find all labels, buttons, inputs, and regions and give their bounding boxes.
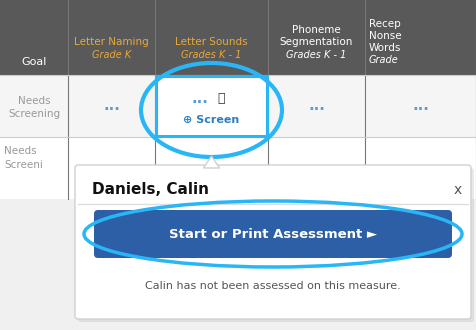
FancyBboxPatch shape [0, 0, 476, 75]
Text: x: x [454, 183, 462, 197]
FancyBboxPatch shape [78, 168, 474, 322]
Text: ⊕ Screen: ⊕ Screen [183, 115, 239, 125]
Text: Needs: Needs [4, 146, 37, 156]
Text: Letter Naming: Letter Naming [74, 37, 149, 47]
Text: Daniels, Calin: Daniels, Calin [92, 182, 209, 197]
Text: ...: ... [308, 98, 325, 114]
Text: Letter Sounds: Letter Sounds [175, 37, 248, 47]
FancyBboxPatch shape [0, 75, 476, 137]
Text: Goal: Goal [21, 57, 47, 67]
Polygon shape [204, 156, 219, 168]
FancyBboxPatch shape [75, 165, 471, 319]
Text: Segmentation: Segmentation [280, 37, 353, 47]
Text: Grade K: Grade K [92, 50, 131, 60]
Text: ...: ... [103, 98, 120, 114]
Text: Calin has not been assessed on this measure.: Calin has not been assessed on this meas… [145, 281, 401, 291]
Text: Phoneme: Phoneme [292, 25, 341, 35]
Text: 𝓘: 𝓘 [218, 92, 225, 105]
FancyBboxPatch shape [94, 210, 452, 258]
FancyBboxPatch shape [156, 76, 267, 136]
Text: Start or Print Assessment ►: Start or Print Assessment ► [169, 227, 377, 241]
Text: ...: ... [412, 98, 429, 114]
Text: ...: ... [191, 91, 208, 106]
FancyBboxPatch shape [0, 137, 476, 199]
Text: Grade: Grade [369, 55, 399, 65]
Text: Grades K - 1: Grades K - 1 [286, 50, 347, 60]
Text: Recep: Recep [369, 19, 401, 29]
Text: Screening: Screening [8, 109, 60, 119]
Text: Words: Words [369, 43, 401, 53]
Text: Screeni: Screeni [4, 160, 43, 170]
Text: Needs: Needs [18, 96, 50, 106]
Text: Grades K - 1: Grades K - 1 [181, 50, 242, 60]
Text: Nonse: Nonse [369, 31, 402, 41]
